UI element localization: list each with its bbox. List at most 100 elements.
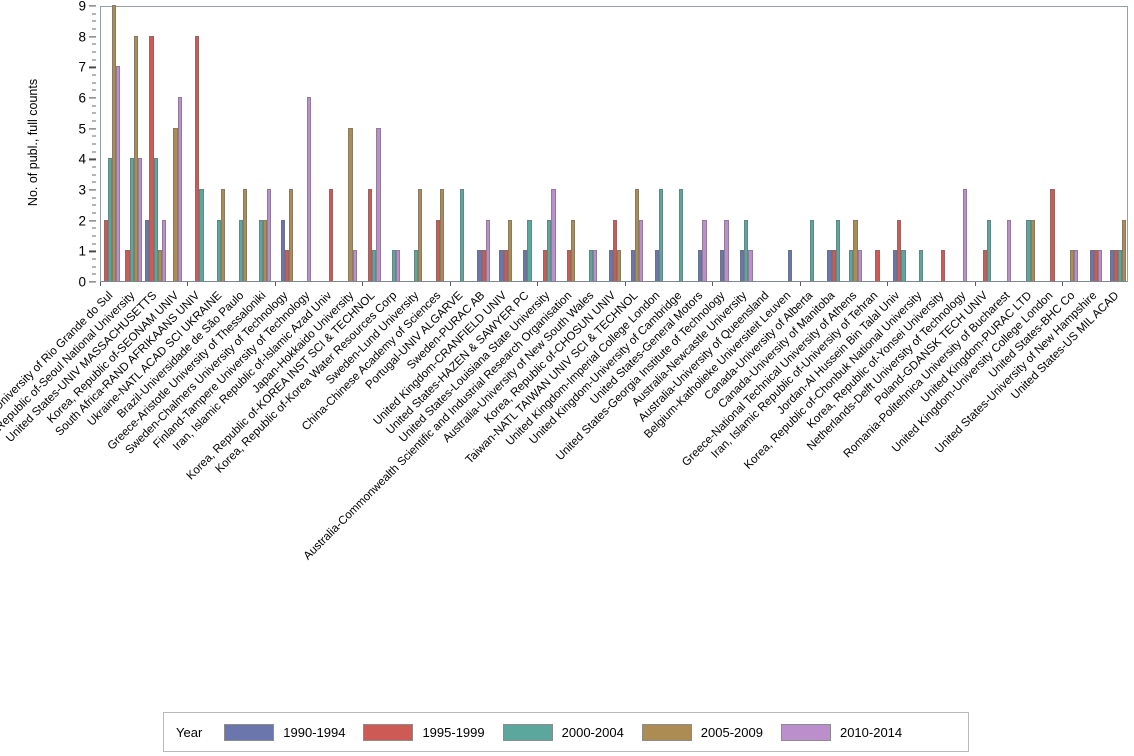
bar [284,250,289,281]
legend-label: 1990-1994 [283,724,346,740]
bar [654,250,659,281]
x-axis-label: Ukraine-NATL ACAD SCI UKRAINE [85,288,225,429]
x-tick-mark [712,282,714,286]
bar [507,219,512,281]
bar-group [779,7,801,281]
y-tick-label: 1 [78,243,86,259]
bar [720,250,725,281]
bar [617,250,622,281]
bar [940,250,946,281]
x-tick-mark [799,282,801,286]
y-tick-minor [92,105,96,107]
legend-item[interactable]: 2000-2004 [502,723,624,741]
bar [459,189,464,281]
x-axis-label: United Kingdom-University College London [889,288,1056,455]
chart-legend: Year 1990-1994 1995-1999 2000-2004 2005-200… [163,712,969,752]
bar-group [998,7,1020,281]
x-axis-label: Jordan-Al Hussein Bin Talal Univ [774,288,903,417]
y-tick-label: 4 [78,151,86,167]
x-axis-label: Korea, Republic of-SEONAM UNIV [44,288,181,426]
x-tick-mark [1062,282,1064,286]
x-tick-mark [624,282,626,286]
bar [103,219,108,281]
plot-area [100,5,1128,282]
y-tick-minor [92,258,96,260]
bar [477,250,482,281]
legend-item[interactable]: 2010-2014 [780,723,903,741]
bar [133,35,138,281]
bar-group [429,7,451,281]
bar [348,127,353,281]
bar-group [123,7,145,281]
y-tick-label: 7 [78,59,86,75]
x-axis-label: Sweden-Lund University [323,288,422,388]
bar [149,35,154,281]
x-axis-label: United Kingdom-Imperial College London [502,288,663,449]
x-axis-label: United States-HAZEN & SAWYER PC [383,288,531,437]
bar [698,250,703,281]
bar [503,250,508,281]
x-axis-label: Australia-Commonwealth Scientific and In… [301,288,575,563]
bar-group [823,7,845,281]
bar-group [210,7,232,281]
bar-group [538,7,560,281]
bar [527,219,532,281]
legend-item[interactable]: 2005-2009 [641,723,763,741]
bar-group [254,7,276,281]
bar [368,189,373,281]
bar [1026,219,1031,281]
bar [543,250,548,281]
bar [1118,250,1123,281]
y-axis: 0 1 2 3 4 5 6 7 8 9 [0,0,100,290]
bar [116,66,121,281]
bar [724,219,729,281]
x-axis-label: United States-General Motors [588,288,706,407]
bar [217,219,222,281]
bar [1109,250,1114,281]
x-tick-mark [362,282,364,286]
legend-title: Year [176,724,203,740]
bar-group [582,7,604,281]
bar [853,219,858,281]
legend-label: 2010-2014 [839,724,903,740]
y-tick-minor [92,227,96,229]
bar-group [976,7,998,281]
x-axis-label: Iran, Islamic Republic of-University of … [709,288,881,461]
bar [177,97,182,281]
x-axis-label: United States-BHC Co [986,288,1078,381]
bar [593,250,598,281]
legend-swatch [502,723,553,741]
bar-group [1085,7,1107,281]
y-tick-mark [89,97,96,99]
bar [280,219,285,281]
y-tick-minor [92,273,96,275]
y-tick-minor [92,13,96,15]
bar [129,158,134,281]
x-axis-label: United Kingdom-PURAC LTD [917,288,1034,406]
x-axis-label: Brazil-Universidade de São Paulo [114,288,247,421]
y-tick-mark [89,220,96,222]
x-axis-label: Brazil-Federal University of Rio Grande … [0,288,116,466]
y-tick-minor [92,20,96,22]
x-axis-label: United States-US MIL ACAD [1008,288,1122,402]
legend-item[interactable]: 1995-1999 [363,723,485,741]
bar [392,250,397,281]
y-tick-label: 3 [78,182,86,198]
bar [111,5,117,281]
bar [372,250,377,281]
x-axis-label: United States-Georgia Institute of Techn… [553,288,728,464]
bar-group [517,7,539,281]
legend-item[interactable]: 1990-1994 [224,723,346,741]
bar [638,219,644,281]
bar-group [101,5,123,281]
bar-group [910,7,932,281]
bar [161,219,167,281]
y-tick-minor [92,43,96,45]
bar-group [451,7,473,281]
bar [221,189,226,281]
bar [1030,219,1035,281]
x-tick-mark [187,282,189,286]
bar [267,189,272,281]
bar [440,189,445,281]
bar [1122,219,1127,281]
